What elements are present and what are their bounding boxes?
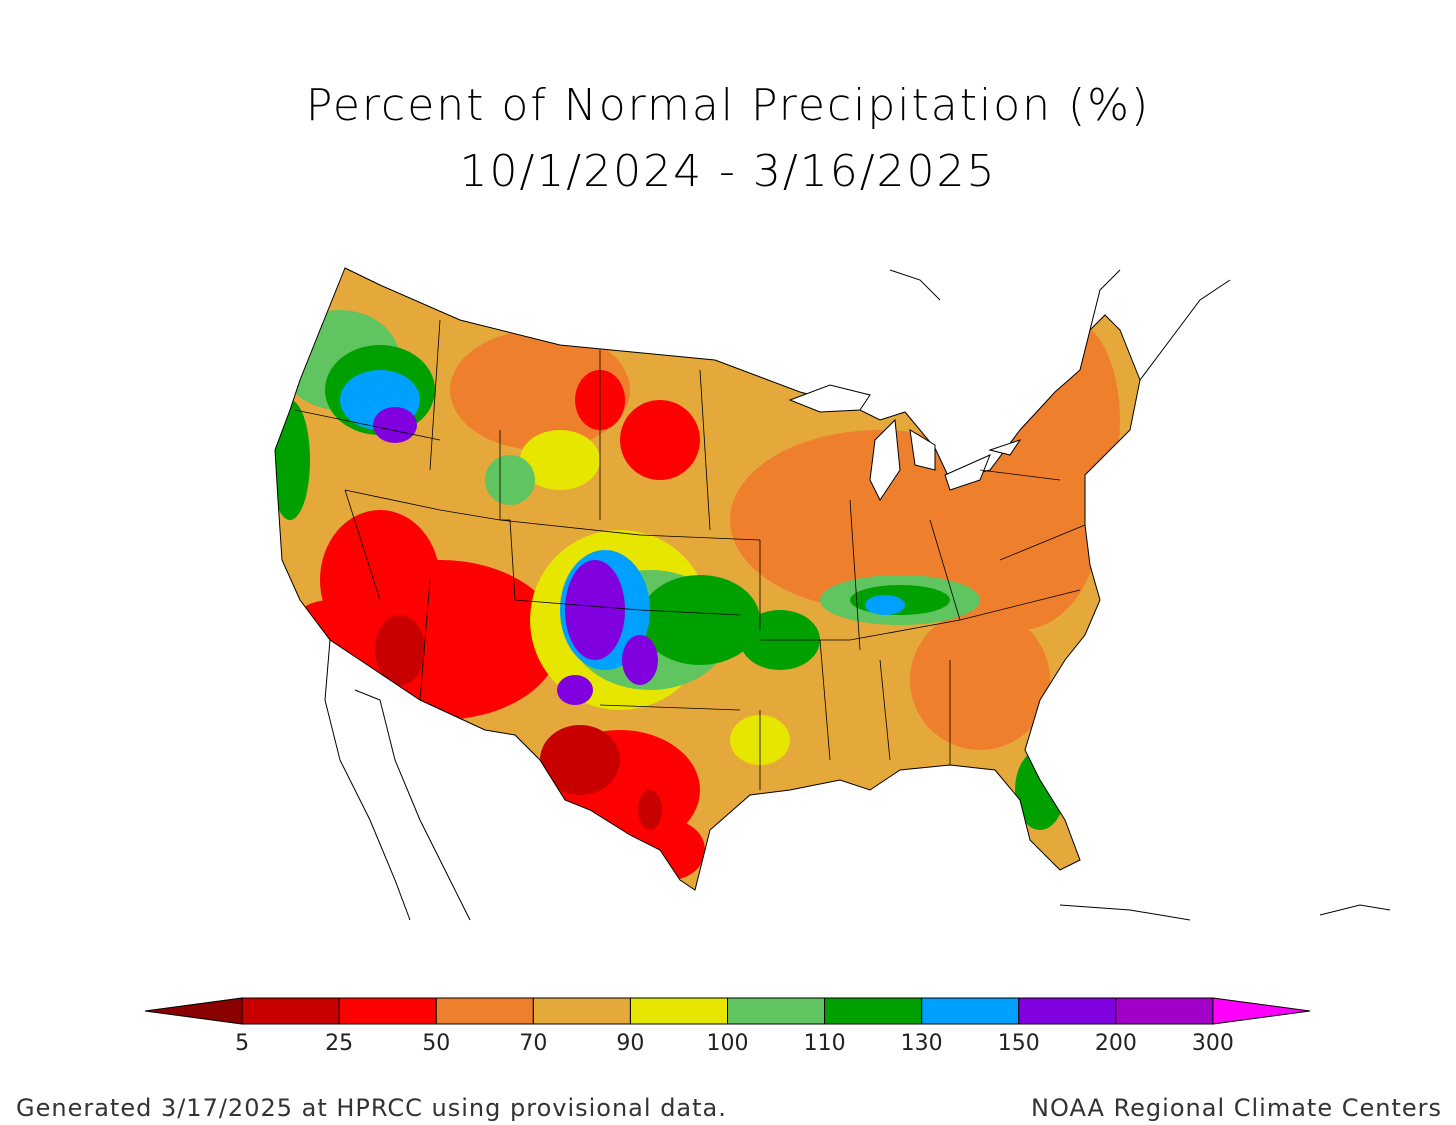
neighboring-coastlines: [324, 269, 1391, 921]
legend-bin: [921, 997, 1020, 1025]
generated-note: Generated 3/17/2025 at HPRCC using provi…: [16, 1094, 727, 1122]
legend-tick-label: 70: [519, 1031, 547, 1056]
legend-tick-label: 90: [616, 1031, 644, 1056]
legend-bin: [144, 997, 243, 1025]
legend-tick-label: 50: [422, 1031, 450, 1056]
legend-tick-label: 200: [1095, 1031, 1137, 1056]
legend-tick-label: 110: [804, 1031, 846, 1056]
color-legend: 5 25 50 70 90 100 110 130 150 200 300: [144, 997, 1311, 1056]
source-credit: NOAA Regional Climate Centers: [1031, 1094, 1442, 1122]
legend-bin: [629, 997, 729, 1025]
legend-tick-label: 300: [1192, 1031, 1234, 1056]
legend-bin: [241, 997, 340, 1025]
legend-tick-label: 5: [235, 1031, 249, 1056]
great-lakes: [788, 384, 1022, 501]
legend-bin: [338, 997, 437, 1025]
map-date-range: 10/1/2024 - 3/16/2025: [459, 146, 997, 197]
legend-bin: [727, 997, 826, 1025]
state-boundaries: [294, 319, 1086, 790]
legend-bin: [824, 997, 923, 1025]
legend-tick-label: 100: [707, 1031, 749, 1056]
legend-tick-label: 130: [901, 1031, 943, 1056]
legend-bin: [532, 997, 631, 1025]
legend-bin: [1115, 997, 1214, 1025]
map-title: Percent of Normal Precipitation (%): [305, 80, 1151, 131]
legend-bin: [435, 997, 534, 1025]
legend-bin: [1018, 997, 1117, 1025]
legend-tick-label: 25: [325, 1031, 353, 1056]
precipitation-map: [274, 267, 1391, 921]
legend-tick-label: 150: [998, 1031, 1040, 1056]
legend-bin: [1212, 997, 1311, 1025]
